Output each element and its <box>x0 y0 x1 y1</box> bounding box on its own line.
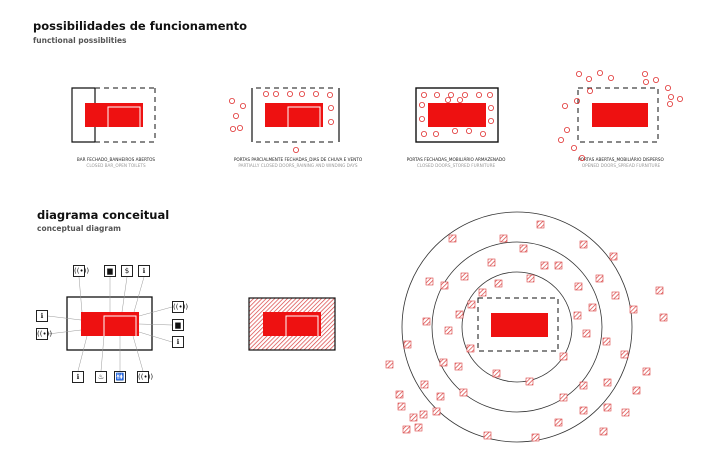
concept-diagram-hatched <box>248 297 336 351</box>
caption-en: CLOSED BAR_OPEN TOILETS <box>86 163 146 168</box>
caption-scenario-2: PORTAS PARCIALMENTE FECHADAS_DIAS DE CHU… <box>223 157 373 169</box>
caption-en: CLOSED DOORS_STORED FURNITURE <box>416 163 496 168</box>
scenario-3-diagram <box>415 87 499 143</box>
scenario-2-diagram <box>228 87 340 153</box>
info-icon: ℹ <box>172 336 184 348</box>
scenario-1-diagram <box>71 87 156 143</box>
luggage-icon: ▆ <box>172 319 184 331</box>
section-title-functional: possibilidades de funcionamento <box>33 19 248 33</box>
info-icon: ℹ <box>36 310 48 322</box>
caption-pt: PORTAS PARCIALMENTE FECHADAS_DIAS DE CHU… <box>233 157 363 162</box>
dollar-icon: $ <box>121 265 133 277</box>
info-icon: ℹ <box>138 265 150 277</box>
wifi-icon: ((•)) <box>73 265 90 277</box>
caption-pt: PORTAS FECHADAS_MOBILIÁRIO ARMAZENADO <box>406 157 506 162</box>
wifi-icon: ((•)) <box>36 328 53 340</box>
food-service-icon: ♨ <box>95 371 107 383</box>
caption-scenario-1: BAR FECHADO_BANHEIROS ABERTOS CLOSED BAR… <box>41 157 191 169</box>
scenario-4-diagram <box>558 70 684 161</box>
caption-en: PARTIALLY CLOSED DOORS_RAINING AND WINDI… <box>238 163 358 168</box>
concept-diagram-rings <box>385 211 668 443</box>
info-icon: ℹ <box>72 371 84 383</box>
caption-pt: PORTAS ABERTAS_MOBILIÁRIO DISPERSO <box>578 157 664 162</box>
luggage-icon: ▆ <box>104 265 116 277</box>
caption-en: OPENED DOORS_SPREAD FURNITURE <box>581 163 661 168</box>
wifi-icon: ((•)) <box>137 371 154 383</box>
caption-scenario-4: PORTAS ABERTAS_MOBILIÁRIO DISPERSO OPENE… <box>546 157 696 169</box>
caption-pt: BAR FECHADO_BANHEIROS ABERTOS <box>76 157 156 162</box>
caption-scenario-3: PORTAS FECHADAS_MOBILIÁRIO ARMAZENADO CL… <box>381 157 531 169</box>
section-title-conceptual: diagrama conceitual <box>37 208 170 222</box>
section-subtitle-functional: functional possiblities <box>33 36 127 45</box>
concept-diagram-services <box>47 276 173 372</box>
wifi-icon: ((•)) <box>172 301 189 313</box>
restroom-icon: 🚻 <box>114 371 126 383</box>
section-subtitle-conceptual: conceptual diagram <box>37 224 121 233</box>
